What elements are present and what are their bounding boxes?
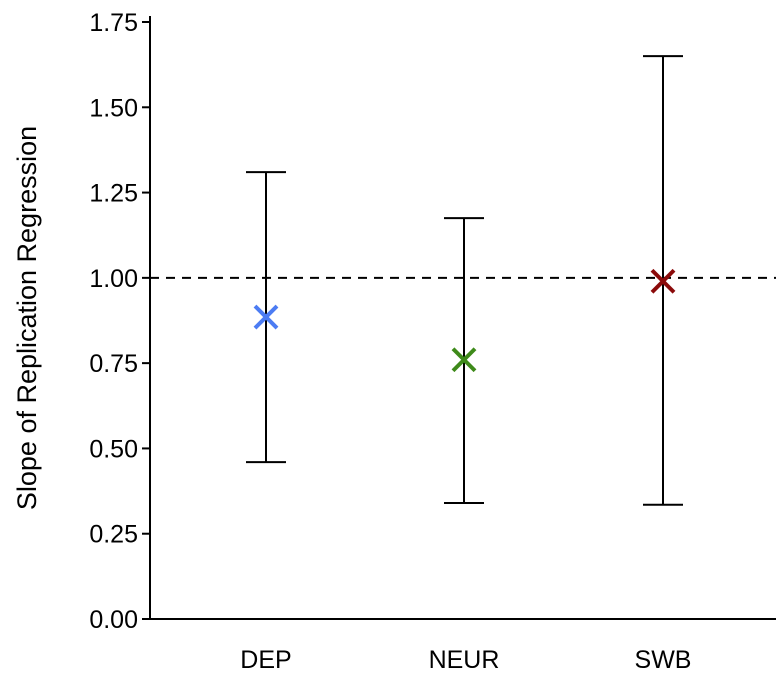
y-tick-label: 0.50 <box>89 435 138 463</box>
point-group <box>246 171 286 464</box>
y-tick-label: 1.75 <box>89 9 138 37</box>
point-marker <box>451 347 477 373</box>
x-tick-label: DEP <box>240 646 291 674</box>
y-tick-label: 1.25 <box>89 180 138 208</box>
x-tick-label: NEUR <box>429 646 500 674</box>
marker-stroke <box>253 304 279 330</box>
y-tick-label: 0.25 <box>89 521 138 549</box>
y-tick-label: 0.75 <box>89 350 138 378</box>
points-layer <box>246 55 683 506</box>
point-marker <box>253 304 279 330</box>
x-tick-label: SWB <box>635 646 692 674</box>
point-group <box>643 55 683 506</box>
y-axis-title: Slope of Replication Regression <box>12 126 42 510</box>
point-group <box>444 217 484 505</box>
y-tick-label: 1.50 <box>89 94 138 122</box>
y-tick-label: 1.00 <box>89 265 138 293</box>
marker-stroke <box>650 268 676 294</box>
x-axis: DEP NEUR SWB <box>150 618 776 674</box>
marker-stroke <box>451 347 477 373</box>
y-axis: 0.00 0.25 0.50 0.75 1.00 1.25 1.50 1.75 <box>89 9 151 634</box>
point-marker <box>650 268 676 294</box>
y-tick-label: 0.00 <box>89 606 138 634</box>
